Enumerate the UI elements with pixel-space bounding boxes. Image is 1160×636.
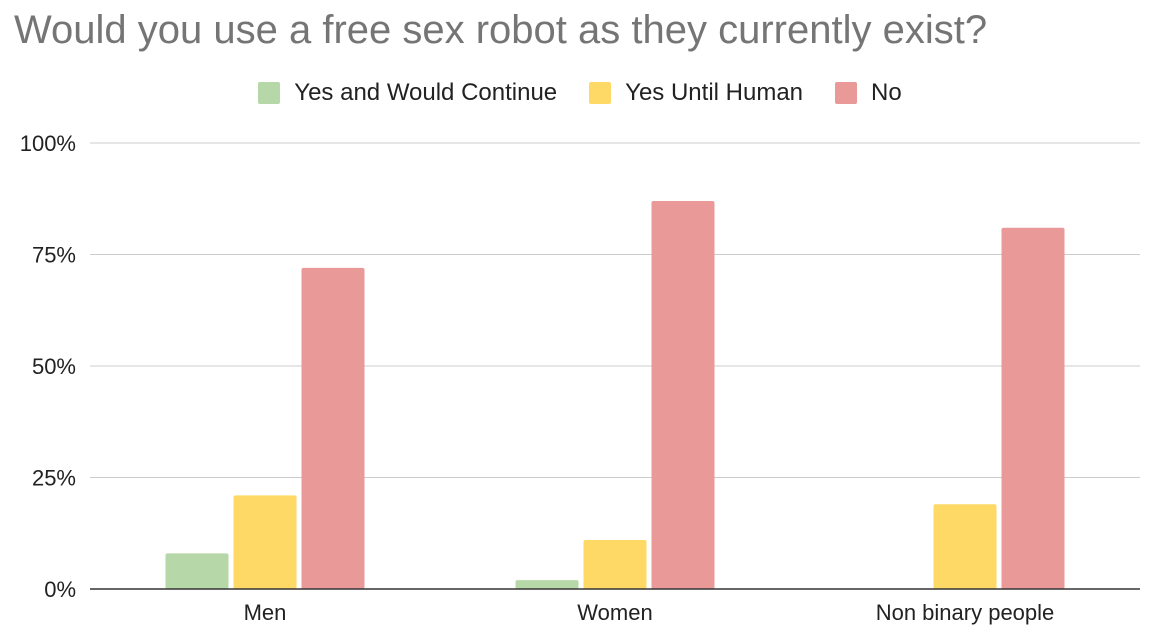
legend: Yes and Would Continue Yes Until Human No <box>0 78 1160 108</box>
y-tick-label: 0% <box>44 577 76 602</box>
bar-no <box>1001 227 1065 590</box>
bar-yes-and-would-continue <box>515 580 579 589</box>
legend-swatch <box>589 82 612 104</box>
bar-no <box>651 200 715 590</box>
x-category-label: Non binary people <box>876 600 1055 625</box>
y-tick-label: 100% <box>20 131 76 156</box>
legend-label: Yes Until Human <box>625 79 804 106</box>
legend-item: No <box>835 79 902 107</box>
legend-swatch <box>835 82 858 104</box>
y-tick-label: 50% <box>32 354 76 379</box>
legend-label: Yes and Would Continue <box>294 79 558 106</box>
y-tick-label: 75% <box>32 243 76 268</box>
bar-yes-until-human <box>933 504 997 589</box>
y-tick-label: 25% <box>32 466 76 491</box>
bar-yes-and-would-continue <box>165 553 229 589</box>
x-category-label: Men <box>244 600 287 625</box>
legend-item: Yes and Would Continue <box>258 79 557 107</box>
legend-label: No <box>871 79 902 106</box>
chart-title: Would you use a free sex robot as they c… <box>14 8 988 52</box>
bar-no <box>301 267 365 589</box>
legend-swatch <box>258 82 281 104</box>
x-category-label: Women <box>577 600 652 625</box>
bar-yes-until-human <box>233 495 297 589</box>
legend-item: Yes Until Human <box>589 79 803 107</box>
bar-yes-until-human <box>583 539 647 589</box>
